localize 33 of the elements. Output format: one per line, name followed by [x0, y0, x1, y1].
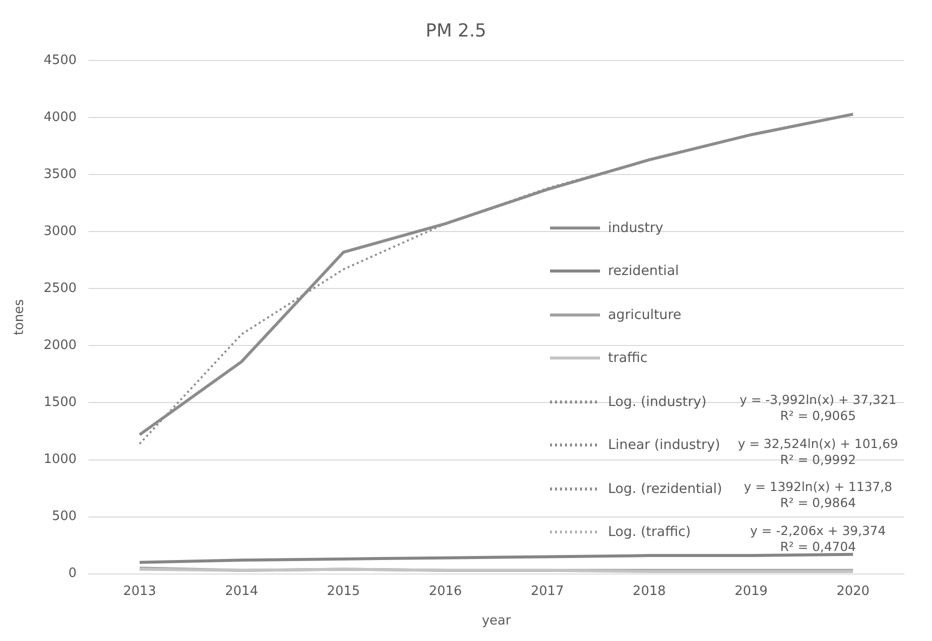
x-tick-label: 2016 [428, 584, 462, 599]
legend-label: Log. (industry) [608, 394, 707, 410]
y-tick-label: 2500 [44, 281, 77, 296]
annotation: y = -3,992ln(x) + 37,321 R² = 0,9065 [740, 392, 896, 423]
legend-label: industry [608, 220, 664, 236]
chart-title: PM 2.5 [426, 20, 486, 42]
x-tick-label: 2013 [123, 584, 156, 599]
legend-label: agriculture [608, 306, 682, 323]
x-tick-label: 2014 [225, 584, 258, 599]
y-tick-label: 4000 [44, 110, 77, 125]
x-tick-label: 2015 [326, 584, 360, 599]
x-axis-title: year [482, 614, 512, 629]
x-tick-label: 2019 [734, 584, 768, 599]
y-tick-label: 3500 [44, 167, 77, 182]
y-tick-label: 3000 [44, 224, 77, 240]
y-tick-label: 1500 [44, 395, 77, 410]
legend-label: Log. (traffic) [608, 524, 691, 540]
y-tick-label: 4500 [44, 52, 77, 68]
annotation: y = 32,524ln(x) + 101,69 R² = 0,9992 [738, 436, 898, 466]
y-tick-label: 0 [68, 566, 77, 582]
annotation: y = 1392ln(x) + 1137,8 R² = 0,9864 [744, 479, 892, 510]
legend-label: Linear (industry) [608, 437, 720, 454]
annotation: y = -2,206x + 39,374 R² = 0,4704 [749, 522, 887, 554]
y-tick-label: 1000 [44, 452, 77, 468]
x-tick-label: 2020 [836, 584, 870, 599]
x-tick-label: 2018 [632, 584, 666, 599]
legend-label: rezidential [608, 263, 679, 280]
legend-label: traffic [608, 350, 648, 366]
x-tick-label: 2017 [530, 584, 564, 599]
legend-label: Log. (rezidential) [608, 480, 722, 497]
y-axis-title: tones [12, 298, 28, 336]
y-tick-label: 500 [52, 509, 77, 524]
y-tick-label: 2000 [44, 338, 77, 354]
